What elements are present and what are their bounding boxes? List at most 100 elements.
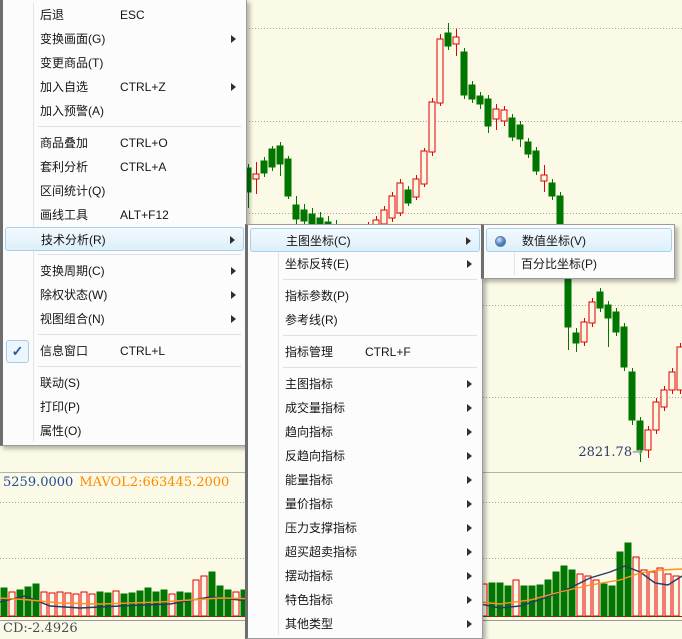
menu-item-range-statistics[interactable]: 区间统计(Q) [5, 179, 244, 203]
menu-item-main-indicators[interactable]: 主图指标 [250, 372, 480, 396]
arrow-right-icon: → [632, 445, 643, 460]
menu-item-exrights-status[interactable]: 除权状态(W) [5, 283, 244, 307]
menu-item-shortcut: ESC [120, 8, 145, 22]
menu-item-link[interactable]: 联动(S) [5, 371, 244, 395]
menu-item-overlay-symbol[interactable]: 商品叠加 CTRL+O [5, 131, 244, 155]
menu-separator [250, 364, 480, 372]
menu-item-properties[interactable]: 属性(O) [5, 419, 244, 443]
submenu-arrow-icon [231, 83, 236, 91]
submenu-arrow-icon [230, 236, 235, 244]
menu-item-special-indicators[interactable]: 特色指标 [250, 588, 480, 612]
menu-item-back[interactable]: 后退 ESC [5, 3, 244, 27]
menu-item-label: 反趋向指标 [285, 449, 346, 463]
price-low-annotation: 2821.78→ [555, 445, 643, 460]
submenu-arrow-icon [467, 260, 472, 268]
menu-item-label: 成交量指标 [285, 401, 346, 415]
submenu-arrow-icon [467, 596, 472, 604]
menu-item-label: 画线工具 [40, 208, 89, 222]
menu-item-label: 主图指标 [285, 377, 334, 391]
menu-separator [5, 331, 244, 339]
menu-item-volume-price-indicators[interactable]: 量价指标 [250, 492, 480, 516]
menu-item-label: 加入自选 [40, 80, 89, 94]
menu-item-shortcut: CTRL+Z [120, 80, 166, 94]
menu-item-label: 后退 [40, 8, 65, 22]
volume-indicator-readout: 5259.0000 MAVOL2:663445.2000 [3, 475, 229, 490]
menu-item-label: 量价指标 [285, 497, 334, 511]
submenu-arrow-icon [467, 404, 472, 412]
menu-item-energy-indicators[interactable]: 能量指标 [250, 468, 480, 492]
menu-item-label: 区间统计(Q) [40, 184, 106, 198]
menu-item-reference-line[interactable]: 参考线(R) [250, 308, 480, 332]
menu-item-coordinate-invert[interactable]: 坐标反转(E) [250, 252, 480, 276]
submenu-technical-analysis: 主图坐标(C) 坐标反转(E) 指标参数(P) 参考线(R) 指标管理 CTRL+F 主图指… [245, 224, 483, 639]
menu-item-counter-trend-indicators[interactable]: 反趋向指标 [250, 444, 480, 468]
menu-item-main-chart-coordinate[interactable]: 主图坐标(C) [250, 228, 480, 252]
submenu-arrow-icon [231, 35, 236, 43]
menu-item-swing-indicators[interactable]: 摆动指标 [250, 564, 480, 588]
context-menu: 后退 ESC 变换画面(G) 变更商品(T) 加入自选 CTRL+Z 加入预警(A) 商品叠加… [0, 0, 247, 446]
submenu-main-chart-coordinate: 数值坐标(V) 百分比坐标(P) [481, 224, 675, 279]
menu-item-volume-indicators[interactable]: 成交量指标 [250, 396, 480, 420]
menu-item-info-window[interactable]: ✓ 信息窗口 CTRL+L [5, 339, 244, 363]
submenu-arrow-icon [467, 500, 472, 508]
menu-item-trend-indicators[interactable]: 趋向指标 [250, 420, 480, 444]
menu-item-support-resistance-indicators[interactable]: 压力支撑指标 [250, 516, 480, 540]
menu-item-switch-screen[interactable]: 变换画面(G) [5, 27, 244, 51]
menu-item-change-period[interactable]: 变换周期(C) [5, 259, 244, 283]
menu-separator [5, 251, 244, 259]
menu-item-label: 变更商品(T) [40, 56, 104, 70]
submenu-arrow-icon [231, 315, 236, 323]
menu-item-label: 数值坐标(V) [522, 234, 586, 248]
menu-item-label: 趋向指标 [285, 425, 334, 439]
menu-item-label: 信息窗口 [40, 344, 89, 358]
radio-selected-icon [495, 236, 506, 247]
menu-item-arbitrage-analysis[interactable]: 套利分析 CTRL+A [5, 155, 244, 179]
menu-item-shortcut: ALT+F12 [120, 208, 169, 222]
menu-item-other-types[interactable]: 其他类型 [250, 612, 480, 636]
menu-item-add-alert[interactable]: 加入预警(A) [5, 99, 244, 123]
menu-item-drawing-tools[interactable]: 画线工具 ALT+F12 [5, 203, 244, 227]
menu-item-label: 联动(S) [40, 376, 80, 390]
menu-item-label: 能量指标 [285, 473, 334, 487]
submenu-arrow-icon [467, 380, 472, 388]
submenu-arrow-icon [467, 524, 472, 532]
menu-item-label: 变换画面(G) [40, 32, 106, 46]
checkmark-icon: ✓ [6, 340, 29, 363]
menu-item-label: 参考线(R) [285, 313, 338, 327]
menu-item-label: 百分比坐标(P) [521, 257, 597, 271]
mavol1-value: 5259.0000 [3, 475, 74, 490]
menu-item-percent-coordinate[interactable]: 百分比坐标(P) [486, 252, 672, 276]
menu-item-label: 商品叠加 [40, 136, 89, 150]
price-low-value: 2821.78 [578, 445, 633, 460]
menu-separator [250, 332, 480, 340]
menu-item-label: 坐标反转(E) [285, 257, 349, 271]
menu-item-label: 摆动指标 [285, 569, 334, 583]
menu-item-view-layout[interactable]: 视图组合(N) [5, 307, 244, 331]
menu-item-overbought-oversold-indicators[interactable]: 超买超卖指标 [250, 540, 480, 564]
menu-item-label: 属性(O) [40, 424, 82, 438]
menu-item-technical-analysis[interactable]: 技术分析(R) [5, 227, 244, 251]
menu-gutter-divider [278, 228, 279, 635]
submenu-arrow-icon [231, 291, 236, 299]
menu-item-add-watchlist[interactable]: 加入自选 CTRL+Z [5, 75, 244, 99]
menu-item-indicator-params[interactable]: 指标参数(P) [250, 284, 480, 308]
menu-item-label: 其他类型 [285, 617, 334, 631]
mavol2-value: MAVOL2:663445.2000 [79, 475, 230, 490]
menu-item-change-symbol[interactable]: 变更商品(T) [5, 51, 244, 75]
menu-item-label: 特色指标 [285, 593, 334, 607]
menu-item-label: 超买超卖指标 [285, 545, 358, 559]
submenu-arrow-icon [467, 548, 472, 556]
menu-item-shortcut: CTRL+F [365, 345, 411, 359]
menu-item-label: 压力支撑指标 [285, 521, 358, 535]
menu-item-label: 除权状态(W) [40, 288, 108, 302]
menu-item-print[interactable]: 打印(P) [5, 395, 244, 419]
menu-separator [5, 123, 244, 131]
menu-item-numeric-coordinate[interactable]: 数值坐标(V) [486, 228, 672, 252]
menu-item-indicator-manager[interactable]: 指标管理 CTRL+F [250, 340, 480, 364]
submenu-arrow-icon [467, 620, 472, 628]
menu-item-label: 指标参数(P) [285, 289, 349, 303]
menu-item-label: 套利分析 [40, 160, 89, 174]
macd-indicator-readout: CD:-2.4926 [3, 621, 78, 636]
menu-item-label: 视图组合(N) [40, 312, 105, 326]
